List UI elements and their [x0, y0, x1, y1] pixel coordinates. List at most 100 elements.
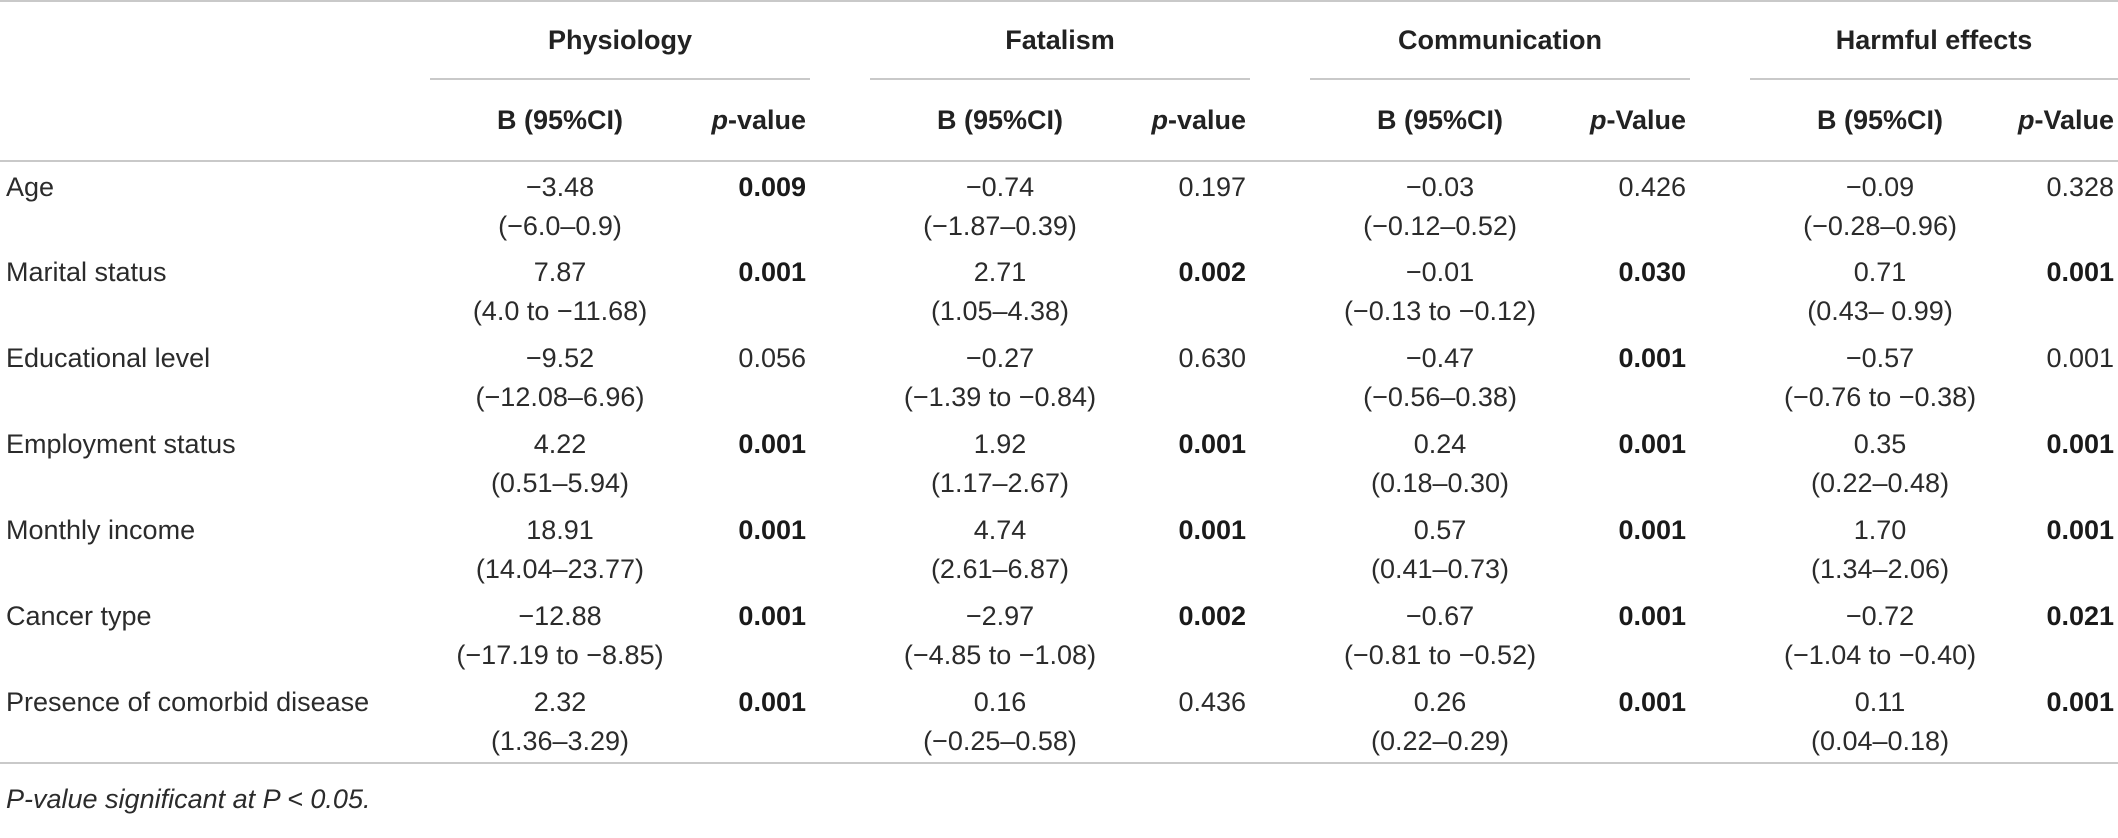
row-label: Employment status: [6, 429, 236, 459]
col-header-p: p-Value: [2010, 79, 2118, 162]
estimate-cell: 0.57 (0.41–0.73): [1310, 505, 1570, 591]
estimate-cell: −0.47 (−0.56–0.38): [1310, 333, 1570, 419]
estimate-value: −3.48: [525, 172, 595, 202]
estimate-value: 4.74: [973, 515, 1027, 545]
table-row: Age −3.48 (−6.0–0.9) 0.009 −0.74 (−1.87–0.39)…: [0, 161, 2118, 247]
confidence-interval: (1.36–3.29): [490, 726, 630, 756]
estimate-cell: −0.27 (−1.39 to −0.84): [870, 333, 1130, 419]
confidence-interval: (0.43– 0.99): [1807, 296, 1953, 326]
estimate-cell: −0.09 (−0.28–0.96): [1750, 161, 2010, 247]
estimate-cell: −2.97 (−4.85 to −1.08): [870, 591, 1130, 677]
p-value-cell: 0.001: [690, 677, 810, 764]
gap-cell: [1690, 505, 1750, 591]
estimate-cell: −0.67 (−0.81 to −0.52): [1310, 591, 1570, 677]
confidence-interval: (1.17–2.67): [930, 468, 1070, 498]
gap-cell: [1250, 505, 1310, 591]
p-value-cell: 0.001: [1178, 515, 1247, 545]
estimate-cell: 0.16 (−0.25–0.58): [870, 677, 1130, 764]
confidence-interval: (−0.56–0.38): [1363, 382, 1517, 412]
estimate-cell: −12.88 (−17.19 to −8.85): [430, 591, 690, 677]
table-footnote: P-value significant at P < 0.05.: [6, 784, 371, 814]
confidence-interval: (−6.0–0.9): [498, 211, 622, 241]
estimate-cell: 0.35 (0.22–0.48): [1750, 419, 2010, 505]
estimate-cell: 0.11 (0.04–0.18): [1750, 677, 2011, 764]
gap-cell: [1690, 591, 1750, 677]
estimate-value: 0.26: [1413, 687, 1467, 717]
confidence-interval: (−0.28–0.96): [1803, 211, 1957, 241]
p-value-cell: 0.021: [2046, 601, 2115, 631]
estimate-value: −0.01: [1405, 257, 1475, 287]
estimate-value: −0.72: [1845, 601, 1915, 631]
p-value-cell: 0.001: [2046, 515, 2115, 545]
estimate-cell: 0.24 (0.18–0.30): [1310, 419, 1570, 505]
gap-cell: [1690, 333, 1750, 419]
gap-cell: [810, 0, 870, 79]
p-value-cell: 0.001: [2046, 257, 2115, 287]
confidence-interval: (−1.39 to −0.84): [903, 382, 1097, 412]
gap-cell: [1690, 247, 1750, 333]
p-value-cell: 0.002: [1178, 257, 1247, 287]
p-value-cell: 0.001: [2046, 343, 2115, 373]
row-label: Cancer type: [6, 601, 152, 631]
row-label: Presence of comorbid disease: [0, 677, 430, 764]
estimate-cell: 2.71 (1.05–4.38): [870, 247, 1130, 333]
gap-cell: [1250, 419, 1310, 505]
estimate-value: −12.88: [518, 601, 602, 631]
estimate-value: −2.97: [965, 601, 1035, 631]
estimate-value: 7.87: [533, 257, 587, 287]
confidence-interval: (0.41–0.73): [1370, 554, 1510, 584]
p-value-cell: 0.001: [738, 257, 806, 287]
estimate-cell: 0.71 (0.43– 0.99): [1750, 247, 2010, 333]
p-value-cell: 0.001: [738, 515, 806, 545]
gap-cell: [1250, 333, 1310, 419]
estimate-value: −0.09: [1845, 172, 1915, 202]
group-header-fatalism: Fatalism: [870, 0, 1251, 80]
gap-cell: [1250, 677, 1311, 764]
confidence-interval: (0.51–5.94): [490, 468, 630, 498]
estimate-value: 4.22: [533, 429, 587, 459]
confidence-interval: (0.22–0.29): [1370, 726, 1510, 756]
estimate-cell: 0.26 (0.22–0.29): [1310, 677, 1571, 764]
estimate-value: 2.32: [533, 687, 587, 717]
estimate-value: −9.52: [525, 343, 595, 373]
confidence-interval: (−1.87–0.39): [923, 211, 1077, 241]
gap-cell: [1250, 247, 1310, 333]
row-label: Monthly income: [6, 515, 196, 545]
gap-cell: [1690, 161, 1750, 247]
estimate-cell: −0.72 (−1.04 to −0.40): [1750, 591, 2010, 677]
table-row: Monthly income 18.91 (14.04–23.77) 0.001 4.7…: [0, 505, 2118, 591]
confidence-interval: (2.61–6.87): [930, 554, 1070, 584]
gap-cell: [810, 677, 870, 764]
estimate-value: −0.67: [1405, 601, 1475, 631]
gap-cell: [810, 505, 870, 591]
estimate-cell: −0.01 (−0.13 to −0.12): [1310, 247, 1570, 333]
p-value-cell: 0.328: [2046, 172, 2115, 202]
confidence-interval: (−0.13 to −0.12): [1343, 296, 1537, 326]
col-header-b: B (95%CI): [870, 79, 1130, 162]
estimate-value: −0.57: [1845, 343, 1915, 373]
confidence-interval: (1.05–4.38): [930, 296, 1070, 326]
p-value-cell: 0.001: [2010, 677, 2118, 764]
group-header-physiology: Physiology: [430, 0, 810, 80]
group-header-harmful-effects: Harmful effects: [1750, 0, 2118, 80]
p-value-cell: 0.001: [738, 429, 806, 459]
row-label: Age: [6, 172, 55, 202]
col-header-b: B (95%CI): [1310, 79, 1571, 162]
confidence-interval: (4.0 to −11.68): [472, 296, 648, 326]
gap-cell: [810, 419, 870, 505]
estimate-cell: −0.57 (−0.76 to −0.38): [1750, 333, 2010, 419]
estimate-cell: 4.22 (0.51–5.94): [430, 419, 690, 505]
p-value-cell: 0.436: [1130, 677, 1251, 764]
gap-cell: [1250, 0, 1311, 79]
confidence-interval: (−12.08–6.96): [475, 382, 645, 412]
p-value-cell: 0.426: [1618, 172, 1687, 202]
table-body: Age −3.48 (−6.0–0.9) 0.009 −0.74 (−1.87–0.39)…: [0, 161, 2118, 764]
corner-cell: [0, 79, 430, 162]
estimate-value: 2.71: [973, 257, 1027, 287]
table-row: Employment status 4.22 (0.51–5.94) 0.001 1.9…: [0, 419, 2118, 505]
p-value-cell: 0.001: [1618, 601, 1687, 631]
confidence-interval: (−0.12–0.52): [1363, 211, 1517, 241]
estimate-value: 1.92: [973, 429, 1027, 459]
row-label: Marital status: [6, 257, 167, 287]
